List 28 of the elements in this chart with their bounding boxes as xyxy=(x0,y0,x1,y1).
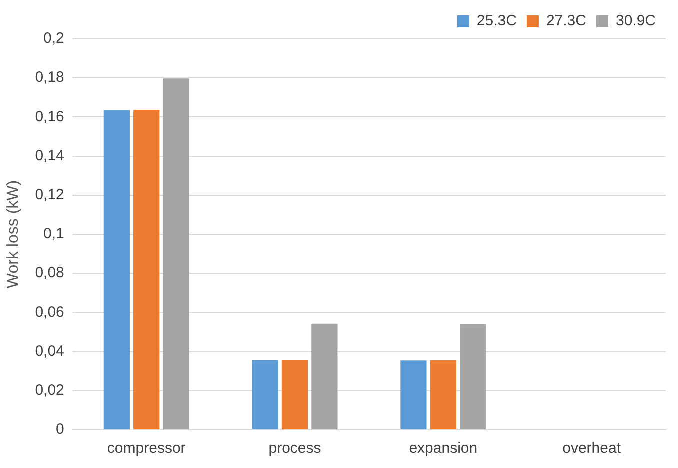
bar xyxy=(282,360,308,430)
bar xyxy=(400,360,427,430)
bar xyxy=(312,324,338,430)
y-tick-label: 0,2 xyxy=(44,30,64,48)
y-tick-label: 0,12 xyxy=(35,186,64,204)
bar xyxy=(430,360,456,430)
y-tick-label: 0,18 xyxy=(35,69,64,86)
bar xyxy=(460,324,486,430)
y-tick-label: 0,1 xyxy=(44,226,64,243)
x-tick-label: process xyxy=(268,440,322,458)
legend-label: 30.9C xyxy=(616,12,656,30)
bar xyxy=(252,360,278,430)
legend-label: 27.3C xyxy=(546,12,587,30)
x-tick-label: expansion xyxy=(409,440,478,458)
legend-label: 25.3C xyxy=(476,12,518,30)
bar xyxy=(134,110,160,430)
bar xyxy=(104,110,130,430)
x-tick-label: compressor xyxy=(107,440,186,458)
y-tick-label: 0 xyxy=(56,421,64,438)
y-tick-label: 0,16 xyxy=(35,108,64,126)
y-axis-title: Work loss (kW) xyxy=(5,180,22,289)
bar xyxy=(163,78,190,430)
x-tick-label: overheat xyxy=(562,440,622,458)
y-tick-label: 0,04 xyxy=(35,342,64,360)
y-tick-label: 0,14 xyxy=(35,147,64,164)
y-tick-label: 0,08 xyxy=(35,264,64,282)
y-tick-label: 0,02 xyxy=(35,382,64,400)
y-tick-label: 0,06 xyxy=(35,304,64,321)
